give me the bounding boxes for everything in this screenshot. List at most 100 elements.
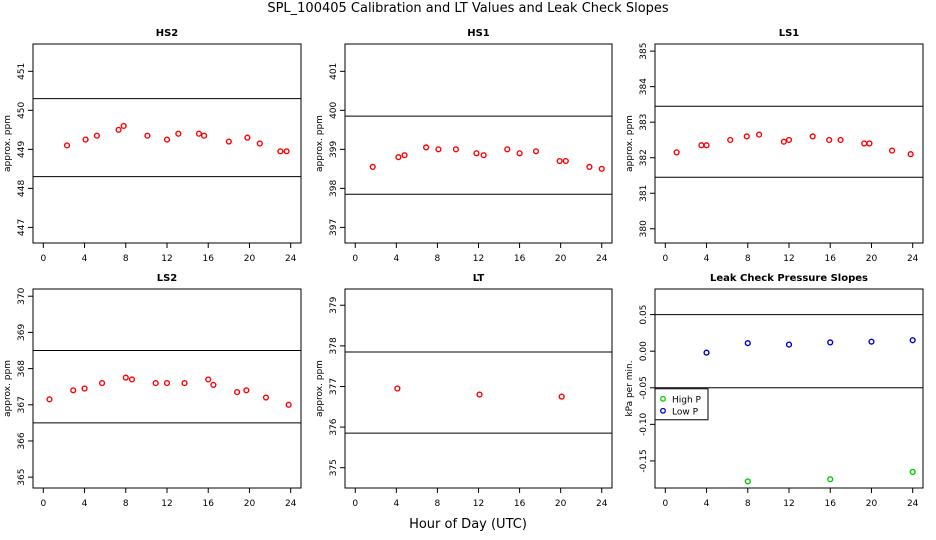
x-tick-label: 24 [596, 499, 608, 509]
x-tick-label: 12 [783, 499, 794, 509]
x-tick-label: 16 [514, 254, 526, 264]
x-tick-label: 24 [596, 254, 608, 264]
data-point-series-1 [152, 379, 159, 387]
data-point-series-1 [225, 138, 232, 145]
data-point-series-1 [163, 136, 171, 143]
x-tick-label: 8 [745, 254, 751, 264]
data-point-series-1 [210, 381, 217, 388]
data-point-series-1 [115, 126, 122, 133]
data-point-series-1 [673, 149, 680, 156]
x-tick-label: 16 [514, 499, 526, 509]
panel-title: LT [473, 273, 485, 284]
data-point-series-2 [785, 341, 793, 348]
data-point-series-1 [120, 122, 127, 130]
data-point-series-1 [163, 379, 171, 387]
data-point-series-1 [144, 132, 151, 139]
y-tick-label: 366 [17, 432, 27, 449]
panel-title: LS1 [779, 28, 800, 39]
plot-frame [344, 288, 613, 489]
x-tick-label: 20 [555, 254, 567, 264]
data-point-series-1 [480, 152, 487, 159]
x-tick-label: 4 [704, 254, 710, 264]
x-tick-label: 0 [40, 499, 46, 509]
y-tick-label: 451 [17, 63, 27, 80]
x-tick-label: 0 [352, 499, 358, 509]
data-point-series-1 [556, 157, 563, 165]
y-tick-label: 398 [329, 180, 339, 197]
data-point-series-1 [743, 133, 750, 140]
data-point-series-1 [598, 165, 605, 172]
data-point-series-1 [93, 132, 101, 139]
x-tick-label: 8 [745, 499, 751, 509]
y-tick-label: 382 [639, 149, 649, 166]
y-tick-label: 400 [329, 101, 339, 118]
data-point-series-1 [285, 401, 292, 408]
y-tick-label: -0.10 [639, 412, 649, 436]
panel-2: HS1 0 4 8 12 16 20 24 397 398 399 400 401 approx. ppm [315, 28, 613, 264]
y-tick-label: 369 [17, 324, 27, 341]
y-tick-label: 381 [639, 185, 649, 202]
data-point-series-1 [82, 136, 89, 143]
x-tick-label: 4 [393, 254, 399, 264]
data-point-series-1 [504, 146, 511, 153]
x-tick-label: 20 [555, 499, 567, 509]
panel-title: HS2 [156, 28, 179, 39]
data-point-series-1 [423, 144, 430, 151]
y-tick-label: 399 [329, 140, 339, 157]
data-point-series-1 [562, 157, 569, 165]
data-point-series-1 [181, 379, 188, 387]
y-axis-label: approx. ppm [3, 360, 13, 417]
data-point-series-1 [128, 376, 136, 383]
data-point-series-1 [452, 146, 460, 153]
legend-label: Low P [672, 407, 699, 417]
data-point-series-1 [827, 476, 834, 483]
data-point-series-1 [369, 163, 376, 171]
y-tick-label: 379 [329, 296, 339, 313]
y-tick-label: 450 [17, 101, 27, 118]
panel-title: HS1 [467, 28, 490, 39]
y-tick-label: 380 [639, 220, 649, 237]
y-tick-label: 376 [329, 418, 339, 435]
x-tick-label: 0 [662, 254, 668, 264]
x-tick-label: 4 [704, 499, 710, 509]
plot-frame [654, 43, 924, 244]
data-point-series-1 [277, 148, 284, 155]
legend-marker [660, 395, 666, 402]
y-tick-label: 401 [329, 63, 339, 80]
data-point-series-1 [780, 138, 787, 145]
data-point-series-1 [756, 131, 763, 138]
y-tick-label: -0.05 [639, 376, 649, 399]
x-tick-label: 0 [40, 254, 46, 264]
x-tick-label: 12 [473, 499, 484, 509]
data-point-series-1 [473, 150, 480, 157]
data-point-series-1 [727, 136, 734, 144]
legend-box [654, 388, 709, 421]
data-point-series-1 [809, 133, 816, 140]
y-axis-label: approx. ppm [315, 360, 325, 417]
legend-marker [660, 407, 666, 414]
x-tick-label: 4 [393, 499, 399, 509]
x-tick-label: 8 [123, 499, 129, 509]
data-point-series-2 [868, 338, 875, 345]
y-axis-label: approx. ppm [3, 115, 13, 172]
y-axis-label: approx. ppm [315, 115, 325, 172]
data-point-series-1 [532, 148, 540, 155]
y-tick-label: 449 [17, 140, 27, 157]
data-point-series-1 [395, 154, 402, 161]
data-point-series-1 [70, 387, 77, 394]
x-tick-label: 20 [866, 499, 878, 509]
data-point-series-1 [205, 376, 212, 383]
data-point-series-1 [909, 468, 916, 476]
data-point-series-1 [394, 385, 401, 392]
data-point-series-1 [785, 136, 793, 144]
data-point-series-1 [175, 130, 182, 137]
x-tick-label: 8 [435, 499, 441, 509]
x-tick-label: 4 [82, 254, 88, 264]
x-tick-label: 12 [783, 254, 794, 264]
x-tick-label: 20 [244, 254, 256, 264]
data-point-series-1 [866, 140, 873, 147]
y-tick-label: 0.05 [639, 305, 649, 325]
x-tick-label: 16 [203, 254, 215, 264]
data-point-series-1 [558, 393, 565, 400]
figure-title: SPL_100405 Calibration and LT Values and… [267, 1, 669, 16]
